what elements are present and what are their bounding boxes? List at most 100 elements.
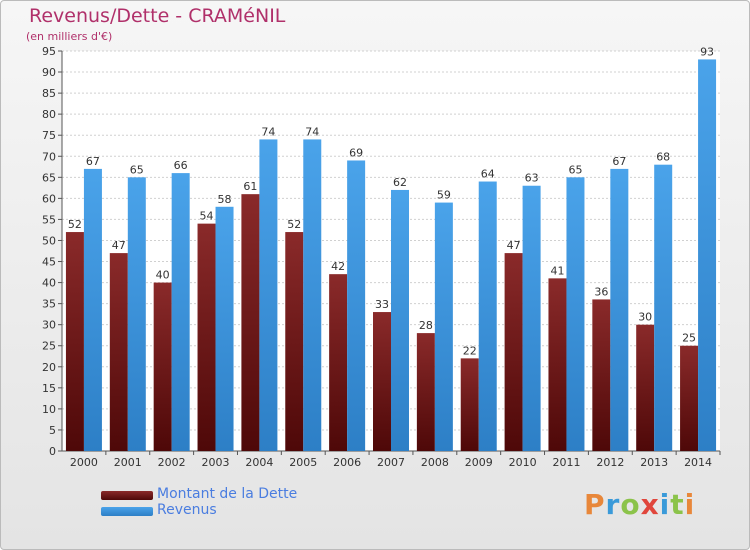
y-tick-label: 10 — [42, 403, 56, 416]
data-label: 59 — [437, 189, 451, 202]
bar-debt — [680, 345, 699, 451]
bar-debt — [241, 194, 260, 451]
y-tick-label: 5 — [49, 424, 56, 437]
bar-revenue — [83, 168, 102, 452]
y-tick-label: 65 — [42, 171, 56, 184]
y-tick-label: 70 — [42, 150, 56, 163]
x-tick-label: 2004 — [245, 456, 273, 469]
data-label: 65 — [568, 163, 582, 176]
x-tick-label: 2008 — [421, 456, 449, 469]
x-tick-label: 2006 — [333, 456, 361, 469]
bar-revenue — [522, 185, 541, 451]
bar-debt — [153, 282, 172, 451]
data-label: 28 — [419, 319, 433, 332]
data-label: 42 — [331, 260, 345, 273]
bar-debt — [460, 358, 479, 451]
x-tick-label: 2012 — [596, 456, 624, 469]
bar-revenue — [391, 189, 409, 451]
data-label: 67 — [612, 155, 626, 168]
logo-letter: i — [659, 488, 671, 521]
logo-letter: x — [640, 488, 660, 521]
data-label: 61 — [243, 180, 257, 193]
y-tick-label: 30 — [42, 319, 56, 332]
y-tick-label: 0 — [49, 445, 56, 458]
chart-subtitle: (en milliers d'€) — [26, 30, 113, 43]
bar-debt — [329, 274, 348, 451]
bar-debt — [416, 333, 435, 451]
y-tick-label: 40 — [42, 277, 56, 290]
data-label: 74 — [305, 125, 319, 138]
legend-label-debt: Montant de la Dette — [157, 486, 298, 502]
logo-letter: i — [684, 488, 696, 521]
data-label: 40 — [156, 269, 170, 282]
x-tick-label: 2011 — [552, 456, 580, 469]
data-label: 68 — [656, 151, 670, 164]
bar-debt — [373, 312, 391, 451]
y-tick-label: 80 — [42, 108, 56, 121]
bar-revenue — [171, 173, 190, 451]
y-tick-label: 20 — [42, 361, 56, 374]
x-tick-label: 2003 — [202, 456, 230, 469]
x-tick-label: 2009 — [465, 456, 493, 469]
data-label: 33 — [375, 298, 389, 311]
data-label: 36 — [594, 285, 608, 298]
data-label: 58 — [218, 193, 232, 206]
y-tick-label: 95 — [42, 45, 56, 58]
x-tick-label: 2000 — [70, 456, 98, 469]
bar-revenue — [654, 164, 673, 451]
data-label: 52 — [287, 218, 301, 231]
data-label: 62 — [393, 176, 407, 189]
y-tick-label: 60 — [42, 192, 56, 205]
bar-revenue — [610, 168, 629, 452]
y-tick-label: 45 — [42, 256, 56, 269]
data-label: 41 — [550, 264, 564, 277]
bar-debt — [504, 253, 523, 451]
bar-revenue — [127, 177, 146, 451]
bar-revenue — [478, 181, 497, 452]
legend-swatch-debt — [101, 491, 153, 500]
data-label: 54 — [200, 210, 214, 223]
bar-debt — [285, 232, 304, 451]
x-tick-label: 2005 — [289, 456, 317, 469]
data-label: 52 — [68, 218, 82, 231]
x-tick-label: 2002 — [158, 456, 186, 469]
x-tick-label: 2010 — [509, 456, 537, 469]
data-label: 65 — [130, 163, 144, 176]
y-tick-label: 25 — [42, 340, 56, 353]
x-tick-label: 2013 — [640, 456, 668, 469]
x-tick-label: 2001 — [114, 456, 142, 469]
data-label: 63 — [525, 172, 539, 185]
data-label: 47 — [507, 239, 521, 252]
bar-revenue — [566, 177, 585, 451]
bar-revenue — [259, 139, 278, 451]
bar-revenue — [347, 160, 366, 451]
y-tick-label: 75 — [42, 129, 56, 142]
chart-title: Revenus/Dette - CRAMéNIL — [29, 5, 286, 27]
y-tick-label: 55 — [42, 213, 56, 226]
data-label: 67 — [86, 155, 100, 168]
y-tick-label: 15 — [42, 382, 56, 395]
data-label: 22 — [463, 344, 477, 357]
x-tick-label: 2014 — [684, 456, 712, 469]
y-tick-label: 35 — [42, 298, 56, 311]
data-label: 66 — [174, 159, 188, 172]
bar-debt — [65, 232, 84, 451]
proxiti-logo: Proxiti — [584, 488, 695, 521]
data-label: 93 — [700, 45, 714, 58]
data-label: 64 — [481, 168, 495, 181]
logo-letter: P — [584, 488, 606, 521]
y-tick-label: 50 — [42, 234, 56, 247]
bar-debt — [197, 223, 216, 451]
logo-letter: r — [605, 488, 621, 521]
y-tick-label: 85 — [42, 87, 56, 100]
data-label: 47 — [112, 239, 126, 252]
bar-debt — [592, 299, 611, 451]
data-label: 69 — [349, 146, 363, 159]
y-tick-label: 90 — [42, 66, 56, 79]
bar-revenue — [303, 139, 322, 451]
x-tick-label: 2007 — [377, 456, 405, 469]
bar-debt — [109, 253, 128, 451]
bar-revenue — [698, 59, 717, 451]
